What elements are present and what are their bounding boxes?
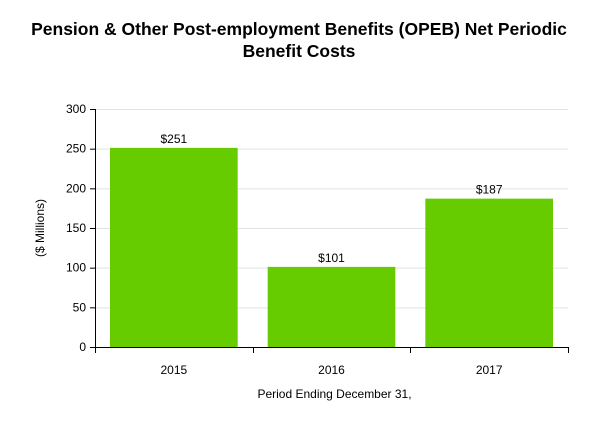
bars [110,147,553,347]
y-tick-label-50: 50 [73,300,87,314]
y-tick-label-250: 250 [66,142,86,156]
y-tick-label-100: 100 [66,261,86,275]
data-label-2015: $251 [160,132,187,146]
chart-title-line-2: Benefit Costs [242,41,356,61]
x-axis-title: Period Ending December 31, [257,387,411,401]
x-tick-label-2016: 2016 [318,363,345,377]
chart-title-line-1: Pension & Other Post-employment Benefits… [31,19,567,39]
bar-2015 [110,147,238,347]
y-tick-label-150: 150 [66,221,86,235]
bar-2017 [425,198,553,347]
y-tick-label-300: 300 [66,102,86,116]
axes [90,109,569,353]
y-tick-label-200: 200 [66,181,86,195]
y-axis-title: ($ Millions) [33,199,47,257]
y-tick-label-0: 0 [79,340,86,354]
x-tick-label-2017: 2017 [476,363,503,377]
data-label-2017: $187 [476,183,503,197]
labels: 0 50 100 150 200 250 300 $251 2015 $101 2016 $187 20… [66,102,503,377]
data-label-2016: $101 [318,251,345,265]
bar-2016 [267,266,396,347]
chart-title: Pension & Other Post-employment Benefits… [0,18,598,62]
x-tick-label-2015: 2015 [160,363,187,377]
